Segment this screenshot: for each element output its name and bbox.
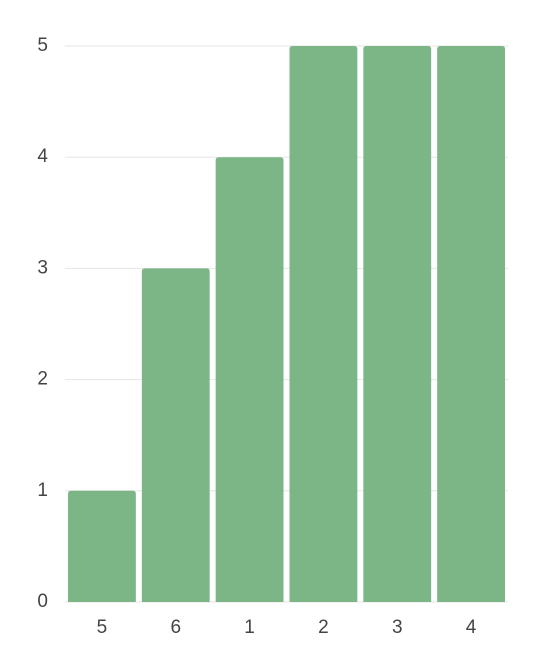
x-tick-label: 4 [466,617,477,638]
bar [363,46,432,602]
bar [141,268,210,602]
x-tick-label: 5 [97,617,108,638]
x-tick-label: 2 [318,617,329,638]
y-tick-label: 1 [37,480,48,501]
y-tick-label: 0 [37,591,48,612]
bar [289,46,358,602]
y-tick-label: 5 [37,35,48,56]
bar [437,46,505,602]
x-tick-label: 3 [392,617,403,638]
x-tick-label: 1 [244,617,255,638]
y-tick-label: 4 [37,146,48,167]
bar [68,490,136,602]
y-tick-label: 3 [37,257,48,278]
x-tick-label: 6 [170,617,181,638]
bar [215,157,284,602]
y-tick-label: 2 [37,369,48,390]
